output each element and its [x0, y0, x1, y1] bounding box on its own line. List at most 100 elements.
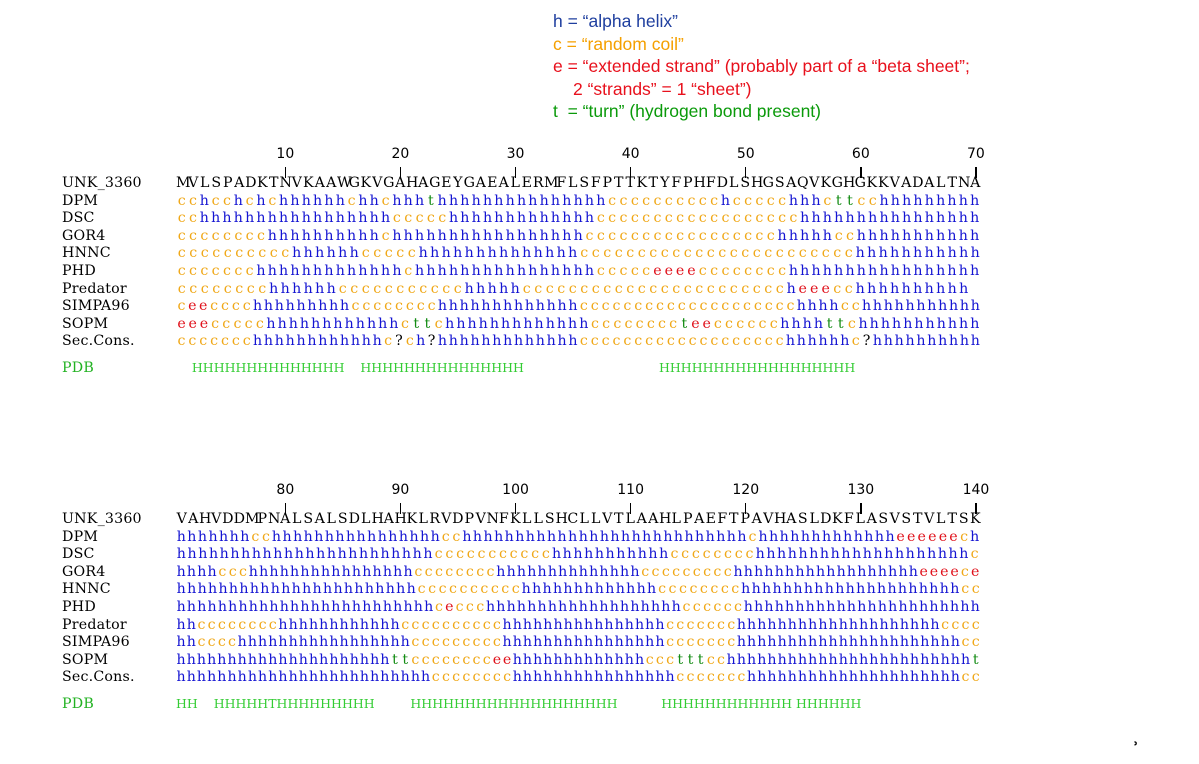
residue: h [369, 192, 379, 209]
residue: c [833, 245, 842, 262]
residue: c [971, 669, 980, 686]
residue: h [308, 634, 319, 651]
residue: c [732, 210, 741, 227]
residue: h [351, 563, 362, 580]
residue: D [452, 511, 464, 527]
residue: h [634, 669, 645, 686]
residue: h [908, 563, 918, 580]
residue: h [448, 210, 459, 227]
residue: R [429, 511, 441, 527]
residue: h [323, 581, 333, 598]
residue: c [211, 263, 220, 279]
residue: K [256, 175, 268, 191]
residue: h [828, 616, 838, 633]
residue: h [333, 581, 343, 598]
residue: h [437, 333, 447, 350]
residue: h [512, 634, 522, 651]
residue: h [319, 651, 329, 668]
residue: c [255, 315, 264, 332]
residue: c [668, 581, 677, 598]
residue: h [959, 315, 969, 332]
residue: h [805, 563, 815, 580]
residue: h [647, 581, 657, 598]
residue: h [818, 651, 828, 668]
residue: c [245, 192, 254, 209]
corner-mark: ʾ [1132, 738, 1140, 763]
residue: h [950, 651, 960, 668]
residue: h [856, 263, 866, 279]
residue: h [584, 634, 594, 651]
residue: h [256, 192, 266, 209]
residue: h [615, 581, 625, 598]
residue: h [808, 634, 818, 651]
residue: e [502, 651, 512, 668]
residue: c [721, 210, 730, 227]
residue: c [833, 280, 842, 297]
residue: h [959, 333, 969, 350]
residue: h [314, 528, 324, 545]
residue: c [710, 227, 719, 244]
residue: h [197, 563, 207, 580]
residue: c [706, 280, 715, 297]
residue: c [441, 528, 450, 545]
residue: h [445, 315, 455, 332]
residue: c [189, 210, 197, 227]
row-label: HNNC [62, 245, 111, 262]
residue: F [590, 175, 601, 191]
residue: h [568, 599, 578, 615]
residue: h [418, 245, 428, 262]
residue: c [682, 599, 691, 615]
residue: h [390, 616, 400, 633]
residue: h [835, 581, 845, 598]
residue: c [846, 227, 854, 244]
residue: e [821, 280, 830, 297]
residue: c [486, 563, 495, 580]
residue: h [599, 563, 609, 580]
residue: e [653, 263, 662, 279]
residue: h [920, 669, 930, 686]
residue: h [798, 546, 808, 563]
residue: c [778, 210, 787, 227]
residue: h [550, 192, 561, 209]
residue: c [624, 315, 633, 332]
residue: c [696, 616, 705, 633]
residue: h [262, 546, 272, 563]
residue: h [476, 245, 486, 262]
residue: h [936, 227, 946, 244]
residue: c [664, 192, 673, 209]
residue: c [401, 616, 410, 633]
residue: h [313, 263, 323, 279]
residue: h [176, 546, 186, 563]
position-tick-label: 110 [617, 482, 644, 498]
residue: t [677, 651, 684, 668]
residue: c [960, 563, 969, 580]
residue: G [463, 175, 475, 191]
row-label: UNK_3360 [62, 175, 142, 191]
residue: c [580, 280, 589, 297]
residue: c [766, 210, 775, 227]
residue: c [941, 616, 950, 633]
row-label: SIMPA96 [62, 634, 130, 651]
residue: h [584, 210, 595, 227]
residue: h [302, 581, 312, 598]
residue: c [557, 280, 566, 297]
residue: h [512, 669, 522, 686]
residue: c [682, 563, 691, 580]
residue: h [614, 669, 624, 686]
residue: H [406, 175, 419, 191]
residue: h [828, 634, 838, 651]
residue: c [472, 669, 481, 686]
residue: h [777, 669, 787, 686]
residue: L [671, 511, 681, 527]
residue: h [936, 263, 946, 279]
residue: L [292, 511, 302, 527]
residue: h [826, 599, 836, 615]
residue: S [797, 511, 808, 527]
residue: h [349, 669, 359, 686]
residue: h [716, 528, 726, 545]
residue: h [258, 634, 268, 651]
residue: c [188, 333, 197, 350]
residue: c [223, 263, 231, 279]
residue: c [672, 280, 681, 297]
residue: h [528, 192, 538, 209]
